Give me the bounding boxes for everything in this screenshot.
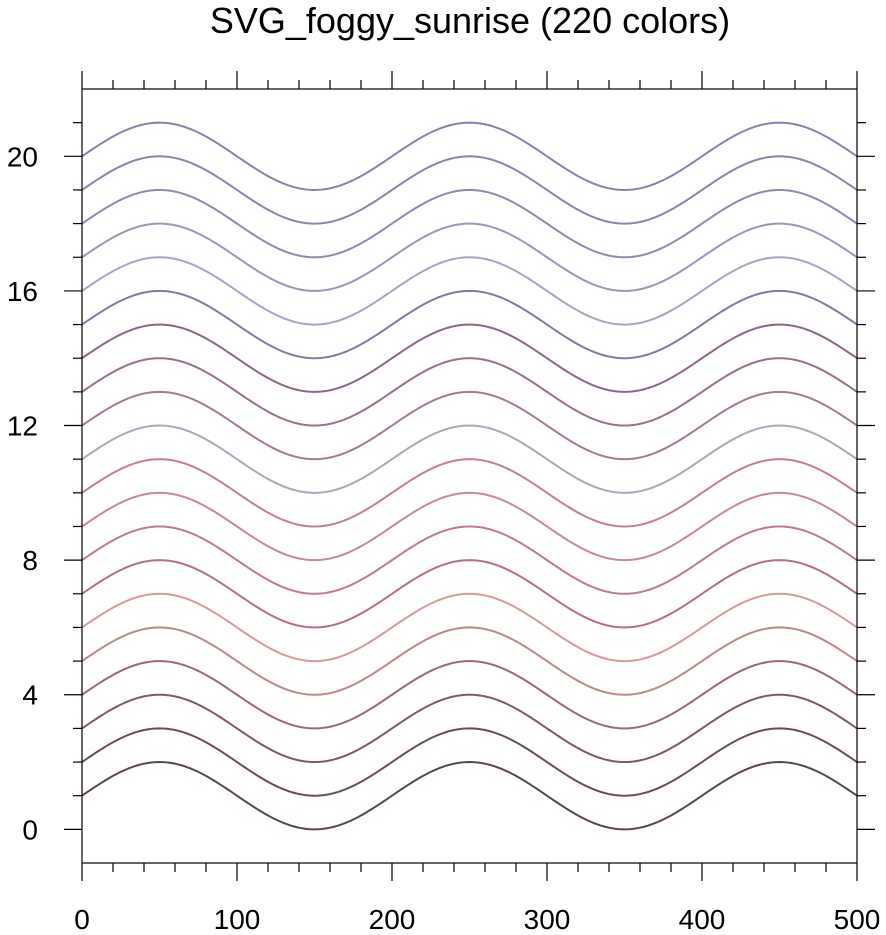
x-tick-label: 500 xyxy=(834,904,881,935)
y-tick-label: 20 xyxy=(7,141,38,172)
series-line-3 xyxy=(81,693,858,764)
y-tick-label: 16 xyxy=(7,276,38,307)
series-line-11 xyxy=(81,424,858,494)
series-line-12 xyxy=(81,390,858,461)
series-line-14 xyxy=(81,323,858,393)
series-line-4 xyxy=(81,660,858,730)
series-line-17 xyxy=(81,222,858,292)
y-tick-label: 4 xyxy=(22,680,38,711)
y-tick-label: 0 xyxy=(22,814,38,845)
chart-title: SVG_foggy_sunrise (220 colors) xyxy=(209,0,731,41)
series-line-18 xyxy=(81,188,858,259)
series-line-19 xyxy=(81,155,858,225)
x-tick-label: 400 xyxy=(679,904,726,935)
series-line-6 xyxy=(81,592,858,663)
tick-labels: 0 100 200 300 400 500 0 4 8 12 16 20 xyxy=(7,141,881,935)
y-tick-label: 8 xyxy=(22,545,38,576)
x-tick-label: 0 xyxy=(74,904,90,935)
series-line-9 xyxy=(81,491,858,562)
plot-frame xyxy=(81,88,858,864)
series-line-20 xyxy=(81,121,858,191)
tick-marks xyxy=(64,71,875,881)
series-line-13 xyxy=(81,357,858,427)
series-line-10 xyxy=(81,458,858,528)
x-tick-label: 300 xyxy=(524,904,571,935)
series-line-7 xyxy=(81,559,858,629)
series-line-15 xyxy=(81,289,858,360)
series-line-2 xyxy=(81,727,858,797)
series-line-5 xyxy=(81,626,858,696)
series-line-1 xyxy=(81,761,858,831)
series-group xyxy=(81,121,858,831)
series-line-16 xyxy=(81,256,858,326)
y-tick-label: 12 xyxy=(7,411,38,442)
x-tick-label: 200 xyxy=(369,904,416,935)
x-tick-label: 100 xyxy=(214,904,261,935)
series-line-8 xyxy=(81,525,858,595)
